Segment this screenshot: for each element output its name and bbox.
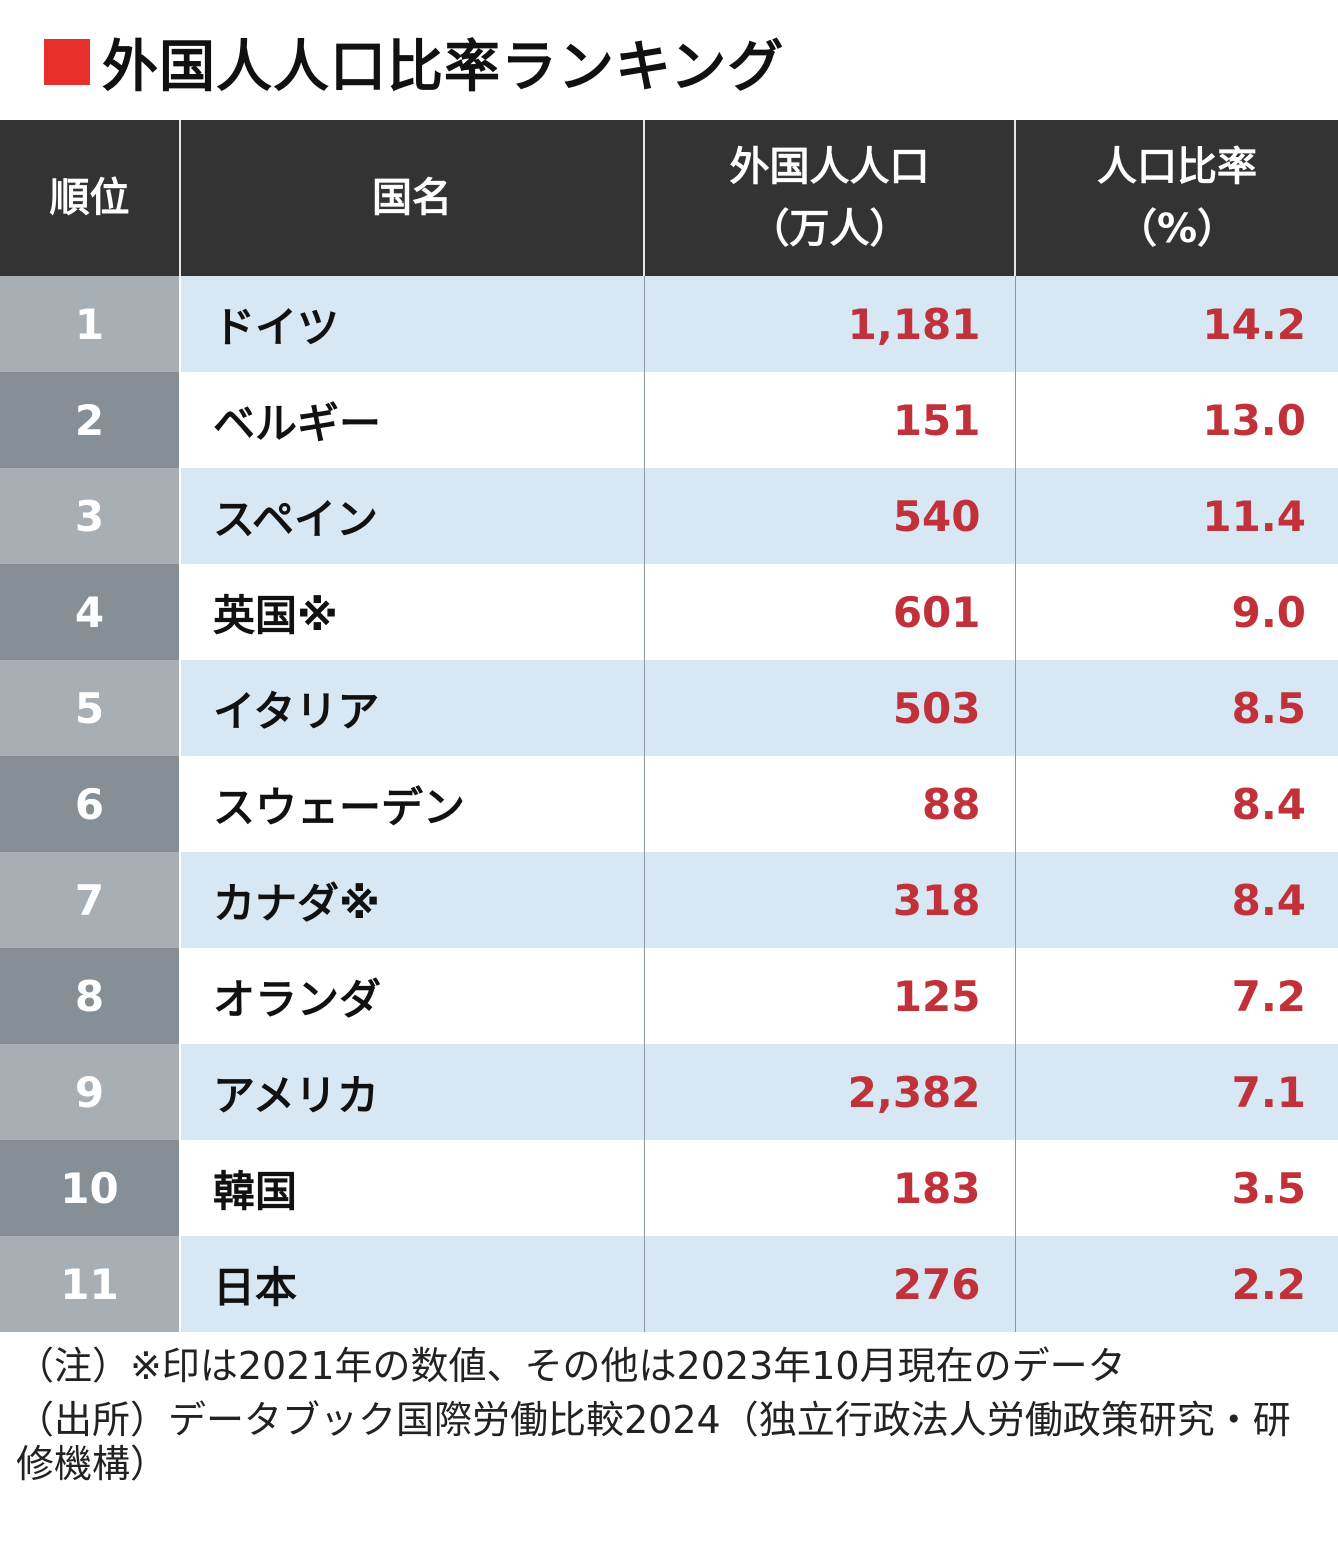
ratio-cell: 14.2 xyxy=(1015,276,1338,372)
table-row: 11 日本 276 2.2 xyxy=(0,1236,1338,1332)
table-row: 6 スウェーデン 88 8.4 xyxy=(0,756,1338,852)
ratio-cell: 2.2 xyxy=(1015,1236,1338,1332)
population-cell: 88 xyxy=(644,756,1016,852)
table-row: 2 ベルギー 151 13.0 xyxy=(0,372,1338,468)
rank-cell: 8 xyxy=(0,948,180,1044)
header-ratio-label: 人口比率 xyxy=(1097,144,1257,190)
rank-cell: 1 xyxy=(0,276,180,372)
country-cell: 韓国 xyxy=(179,1140,645,1236)
ratio-cell: 7.1 xyxy=(1015,1044,1338,1140)
table-header: 順位 国名 外国人人口 （万人） 人口比率 （%） xyxy=(0,120,1338,276)
table-body: 1 ドイツ 1,181 14.2 2 ベルギー 151 13.0 3 スペイン … xyxy=(0,276,1338,1332)
header-country: 国名 xyxy=(180,120,645,276)
rank-cell: 10 xyxy=(0,1140,180,1236)
ratio-cell: 8.4 xyxy=(1015,756,1338,852)
population-cell: 183 xyxy=(644,1140,1016,1236)
country-cell: スペイン xyxy=(179,468,645,564)
footnotes: （注）※印は2021年の数値、その他は2023年10月現在のデータ （出所）デー… xyxy=(16,1344,1316,1486)
ratio-cell: 9.0 xyxy=(1015,564,1338,660)
header-rank: 順位 xyxy=(0,120,181,276)
rank-cell: 6 xyxy=(0,756,180,852)
ratio-cell: 11.4 xyxy=(1015,468,1338,564)
rank-cell: 7 xyxy=(0,852,180,948)
population-cell: 503 xyxy=(644,660,1016,756)
ratio-cell: 13.0 xyxy=(1015,372,1338,468)
country-cell: イタリア xyxy=(179,660,645,756)
ratio-cell: 3.5 xyxy=(1015,1140,1338,1236)
rank-cell: 5 xyxy=(0,660,180,756)
country-cell: オランダ xyxy=(179,948,645,1044)
title-bar: 外国人人口比率ランキング xyxy=(44,20,784,104)
table-row: 7 カナダ※ 318 8.4 xyxy=(0,852,1338,948)
table-row: 3 スペイン 540 11.4 xyxy=(0,468,1338,564)
population-cell: 125 xyxy=(644,948,1016,1044)
table-row: 5 イタリア 503 8.5 xyxy=(0,660,1338,756)
header-population: 外国人人口 （万人） xyxy=(644,120,1016,276)
ranking-table: 順位 国名 外国人人口 （万人） 人口比率 （%） 1 ドイツ 1,181 xyxy=(0,120,1338,1332)
header-country-label: 国名 xyxy=(372,175,452,221)
source-text: （出所）データブック国際労働比較2024（独立行政法人労働政策研究・研修機構） xyxy=(16,1398,1291,1486)
country-cell: アメリカ xyxy=(179,1044,645,1140)
population-cell: 601 xyxy=(644,564,1016,660)
table-row: 8 オランダ 125 7.2 xyxy=(0,948,1338,1044)
population-cell: 151 xyxy=(644,372,1016,468)
rank-cell: 3 xyxy=(0,468,180,564)
country-cell: ドイツ xyxy=(179,276,645,372)
header-ratio: 人口比率 （%） xyxy=(1015,120,1338,276)
country-cell: 日本 xyxy=(179,1236,645,1332)
rank-cell: 11 xyxy=(0,1236,180,1332)
table-row: 4 英国※ 601 9.0 xyxy=(0,564,1338,660)
population-cell: 1,181 xyxy=(644,276,1016,372)
note-text: （注）※印は2021年の数値、その他は2023年10月現在のデータ xyxy=(16,1344,1126,1388)
table-row: 9 アメリカ 2,382 7.1 xyxy=(0,1044,1338,1140)
page-title: 外国人人口比率ランキング xyxy=(102,34,785,100)
table-row: 10 韓国 183 3.5 xyxy=(0,1140,1338,1236)
rank-cell: 9 xyxy=(0,1044,180,1140)
population-cell: 318 xyxy=(644,852,1016,948)
header-rank-label: 順位 xyxy=(49,175,130,221)
header-row: 順位 国名 外国人人口 （万人） 人口比率 （%） xyxy=(0,120,1338,276)
header-population-label: 外国人人口 xyxy=(729,144,930,190)
country-cell: 英国※ xyxy=(179,564,645,660)
population-cell: 540 xyxy=(644,468,1016,564)
country-cell: カナダ※ xyxy=(179,852,645,948)
rank-cell: 2 xyxy=(0,372,180,468)
header-ratio-unit: （%） xyxy=(1116,206,1238,252)
population-cell: 276 xyxy=(644,1236,1016,1332)
ratio-cell: 7.2 xyxy=(1015,948,1338,1044)
header-population-unit: （万人） xyxy=(749,206,910,252)
country-cell: ベルギー xyxy=(179,372,645,468)
population-cell: 2,382 xyxy=(644,1044,1016,1140)
table-row: 1 ドイツ 1,181 14.2 xyxy=(0,276,1338,372)
country-cell: スウェーデン xyxy=(179,756,645,852)
rank-cell: 4 xyxy=(0,564,180,660)
title-square-marker xyxy=(44,39,90,85)
ratio-cell: 8.4 xyxy=(1015,852,1338,948)
ratio-cell: 8.5 xyxy=(1015,660,1338,756)
